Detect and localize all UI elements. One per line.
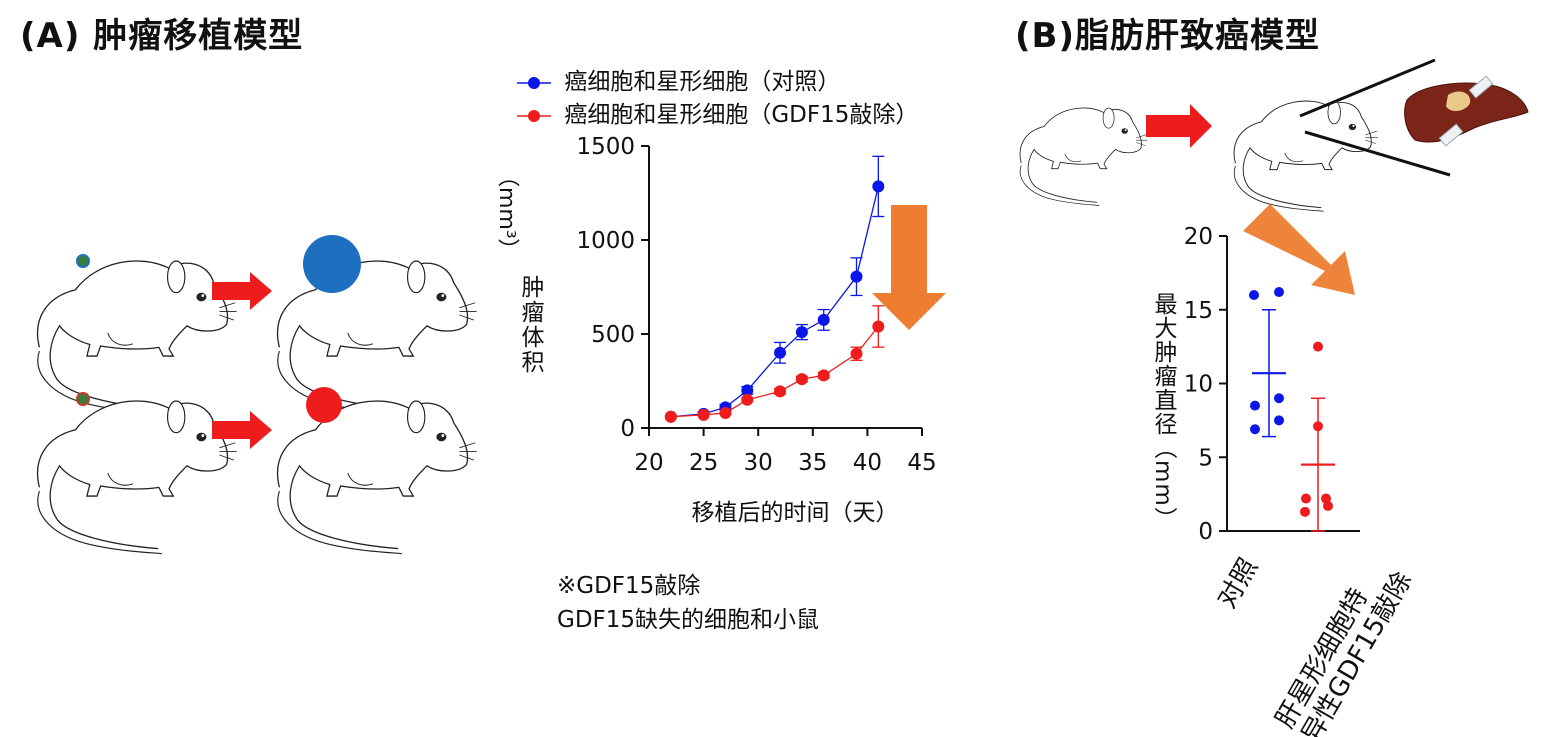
series-line [670, 186, 879, 418]
series-line [670, 326, 879, 418]
data-point [741, 393, 754, 406]
data-point [872, 180, 885, 193]
x-tick-label: 25 [689, 450, 718, 476]
data-point [850, 347, 863, 360]
tumor-volume-chart: 0 500 1000 1500 20 25 30 35 40 45 [576, 134, 936, 476]
liver-illustration [1404, 75, 1529, 147]
arrow-diagonal-icon [1243, 204, 1355, 295]
y-tick-label: 1000 [576, 228, 635, 254]
arrow-down-icon [872, 205, 946, 330]
zoom-line [1299, 58, 1436, 118]
x-tick-label: 20 [634, 450, 663, 476]
data-point [774, 346, 787, 359]
data-point [1313, 341, 1323, 352]
arrow-right-icon [212, 411, 272, 449]
data-point [1300, 506, 1310, 517]
y-tick-label: 0 [620, 416, 635, 442]
data-point [1274, 287, 1284, 298]
x-axis-title: 移植后的时间（天） [692, 500, 899, 526]
data-point [1274, 393, 1284, 404]
y-tick-label: 15 [1184, 298, 1213, 324]
data-point [1250, 424, 1260, 435]
data-point [697, 408, 710, 421]
data-point [1301, 493, 1311, 504]
arrow-right-icon [1146, 104, 1212, 148]
y-tick-label: 10 [1184, 372, 1213, 398]
data-point [1250, 400, 1260, 411]
legend-item: 癌细胞和星形细胞（GDF15敲除） [517, 95, 918, 129]
x-tick-label: 40 [853, 450, 882, 476]
data-point [872, 320, 885, 333]
panel-a-title: (A) 肿瘤移植模型 [20, 16, 304, 56]
y-tick-label: 500 [591, 322, 635, 348]
arrow-right-icon [212, 272, 272, 310]
y-tick-label: 1500 [576, 134, 635, 160]
x-tick-label: 35 [798, 450, 827, 476]
mouse-drawing [1019, 107, 1148, 206]
x-tick-label: 45 [907, 450, 936, 476]
y-tick-label: 5 [1198, 445, 1213, 471]
data-point [719, 406, 732, 419]
data-point [1323, 500, 1333, 511]
tumor-diameter-chart: 0 5 10 15 20 对照 肝星形细胞特异性GDF15敲除 [1184, 224, 1418, 737]
zoom-line [1304, 130, 1451, 177]
data-point [817, 369, 830, 382]
legend-item: 癌细胞和星形细胞（对照） [517, 62, 840, 96]
mouse-drawing [276, 260, 478, 415]
y-axis-title: 最大肿瘤直径（mm） [1150, 292, 1176, 531]
legend-label: 癌细胞和星形细胞（对照） [564, 69, 841, 95]
data-point [664, 410, 677, 423]
panel-b-title: (B)脂肪肝致癌模型 [1015, 16, 1320, 56]
y-tick-label: 0 [1198, 519, 1213, 545]
data-point [741, 384, 754, 397]
y-tick-label: 20 [1184, 224, 1213, 250]
tumor-large-blue [303, 235, 361, 293]
mouse-drawing [276, 400, 478, 555]
y-axis-unit: （mm³） [494, 165, 519, 261]
injection-site-red [76, 392, 90, 406]
data-point [795, 326, 808, 339]
data-point [850, 270, 863, 283]
data-point [774, 385, 787, 398]
injection-site-blue [76, 254, 90, 268]
mouse-drawing [36, 400, 238, 555]
x-category-label: 肝星形细胞特异性GDF15敲除 [1270, 552, 1418, 737]
y-axis-title: 肿瘤体积 [517, 275, 543, 375]
note-line: ※GDF15敲除 [557, 573, 701, 599]
data-point [817, 313, 830, 326]
data-point [1313, 421, 1323, 432]
legend-label: 癌细胞和星形细胞（GDF15敲除） [564, 102, 919, 128]
tumor-small-red [306, 387, 342, 423]
x-tick-label: 30 [744, 450, 773, 476]
x-category-label: 对照 [1212, 553, 1264, 613]
note-line: GDF15缺失的细胞和小鼠 [557, 607, 820, 633]
data-point [1274, 415, 1284, 426]
mouse-drawing [36, 260, 238, 415]
mouse-drawing [1233, 100, 1379, 212]
data-point [795, 373, 808, 386]
data-point [1249, 290, 1259, 300]
